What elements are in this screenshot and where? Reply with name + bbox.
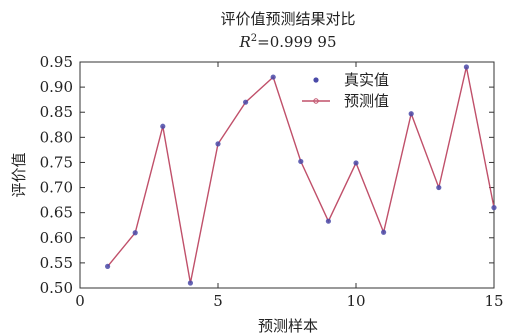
- subtitle-sup: 2: [251, 33, 257, 44]
- y-tick-label: 0.85: [40, 103, 73, 121]
- data-point-actual: [353, 160, 359, 166]
- y-axis-ticks: 0.50 0.55 0.60 0.65 0.70 0.75 0.80 0.85 0.90 0.95: [40, 53, 494, 297]
- legend-label-predicted: 预测值: [344, 92, 389, 110]
- chart-subtitle: R2=0.999 95: [238, 33, 336, 51]
- x-tick-label: 10: [346, 292, 365, 310]
- data-point-actual: [325, 218, 331, 224]
- series-group: [105, 64, 497, 286]
- y-tick-label: 0.95: [40, 53, 73, 71]
- y-tick-label: 0.50: [40, 279, 73, 297]
- x-axis-label: 预测样本: [258, 317, 318, 335]
- plot-frame: [79, 61, 495, 289]
- y-tick-label: 0.90: [40, 78, 73, 96]
- x-axis-ticks: 0 5 10 15: [75, 62, 504, 310]
- plot-area: [79, 61, 495, 289]
- y-tick-label: 0.75: [40, 153, 73, 171]
- data-point-actual: [160, 123, 166, 129]
- subtitle-r: R: [238, 33, 250, 51]
- data-point-actual: [243, 99, 249, 105]
- data-point-actual: [408, 111, 414, 117]
- y-tick-label: 0.60: [40, 229, 73, 247]
- x-tick-label: 5: [213, 292, 223, 310]
- data-point-actual: [463, 64, 469, 70]
- data-point-actual: [270, 74, 276, 80]
- legend-marker-predicted: [313, 98, 319, 104]
- data-point-actual: [381, 229, 387, 235]
- data-point-actual: [105, 263, 111, 270]
- chart-title: 评价值预测结果对比: [220, 10, 355, 28]
- y-tick-label: 0.65: [40, 204, 73, 222]
- x-tick-label: 15: [484, 292, 503, 310]
- y-axis-label: 评价值: [10, 152, 28, 197]
- data-point-actual: [215, 141, 221, 147]
- data-point-actual: [187, 280, 193, 286]
- legend-marker-actual: [313, 77, 319, 83]
- y-tick-label: 0.70: [40, 179, 73, 197]
- subtitle-value: =0.999 95: [257, 33, 336, 51]
- y-tick-label: 0.55: [40, 254, 73, 272]
- legend-label-actual: 真实值: [344, 71, 389, 89]
- series-line-predicted: [107, 66, 495, 284]
- y-tick-label: 0.80: [40, 128, 73, 146]
- data-point-actual: [491, 205, 497, 211]
- data-point-actual: [132, 230, 138, 236]
- x-tick-label: 0: [75, 292, 85, 310]
- data-point-actual: [436, 184, 442, 191]
- data-point-actual: [298, 158, 304, 165]
